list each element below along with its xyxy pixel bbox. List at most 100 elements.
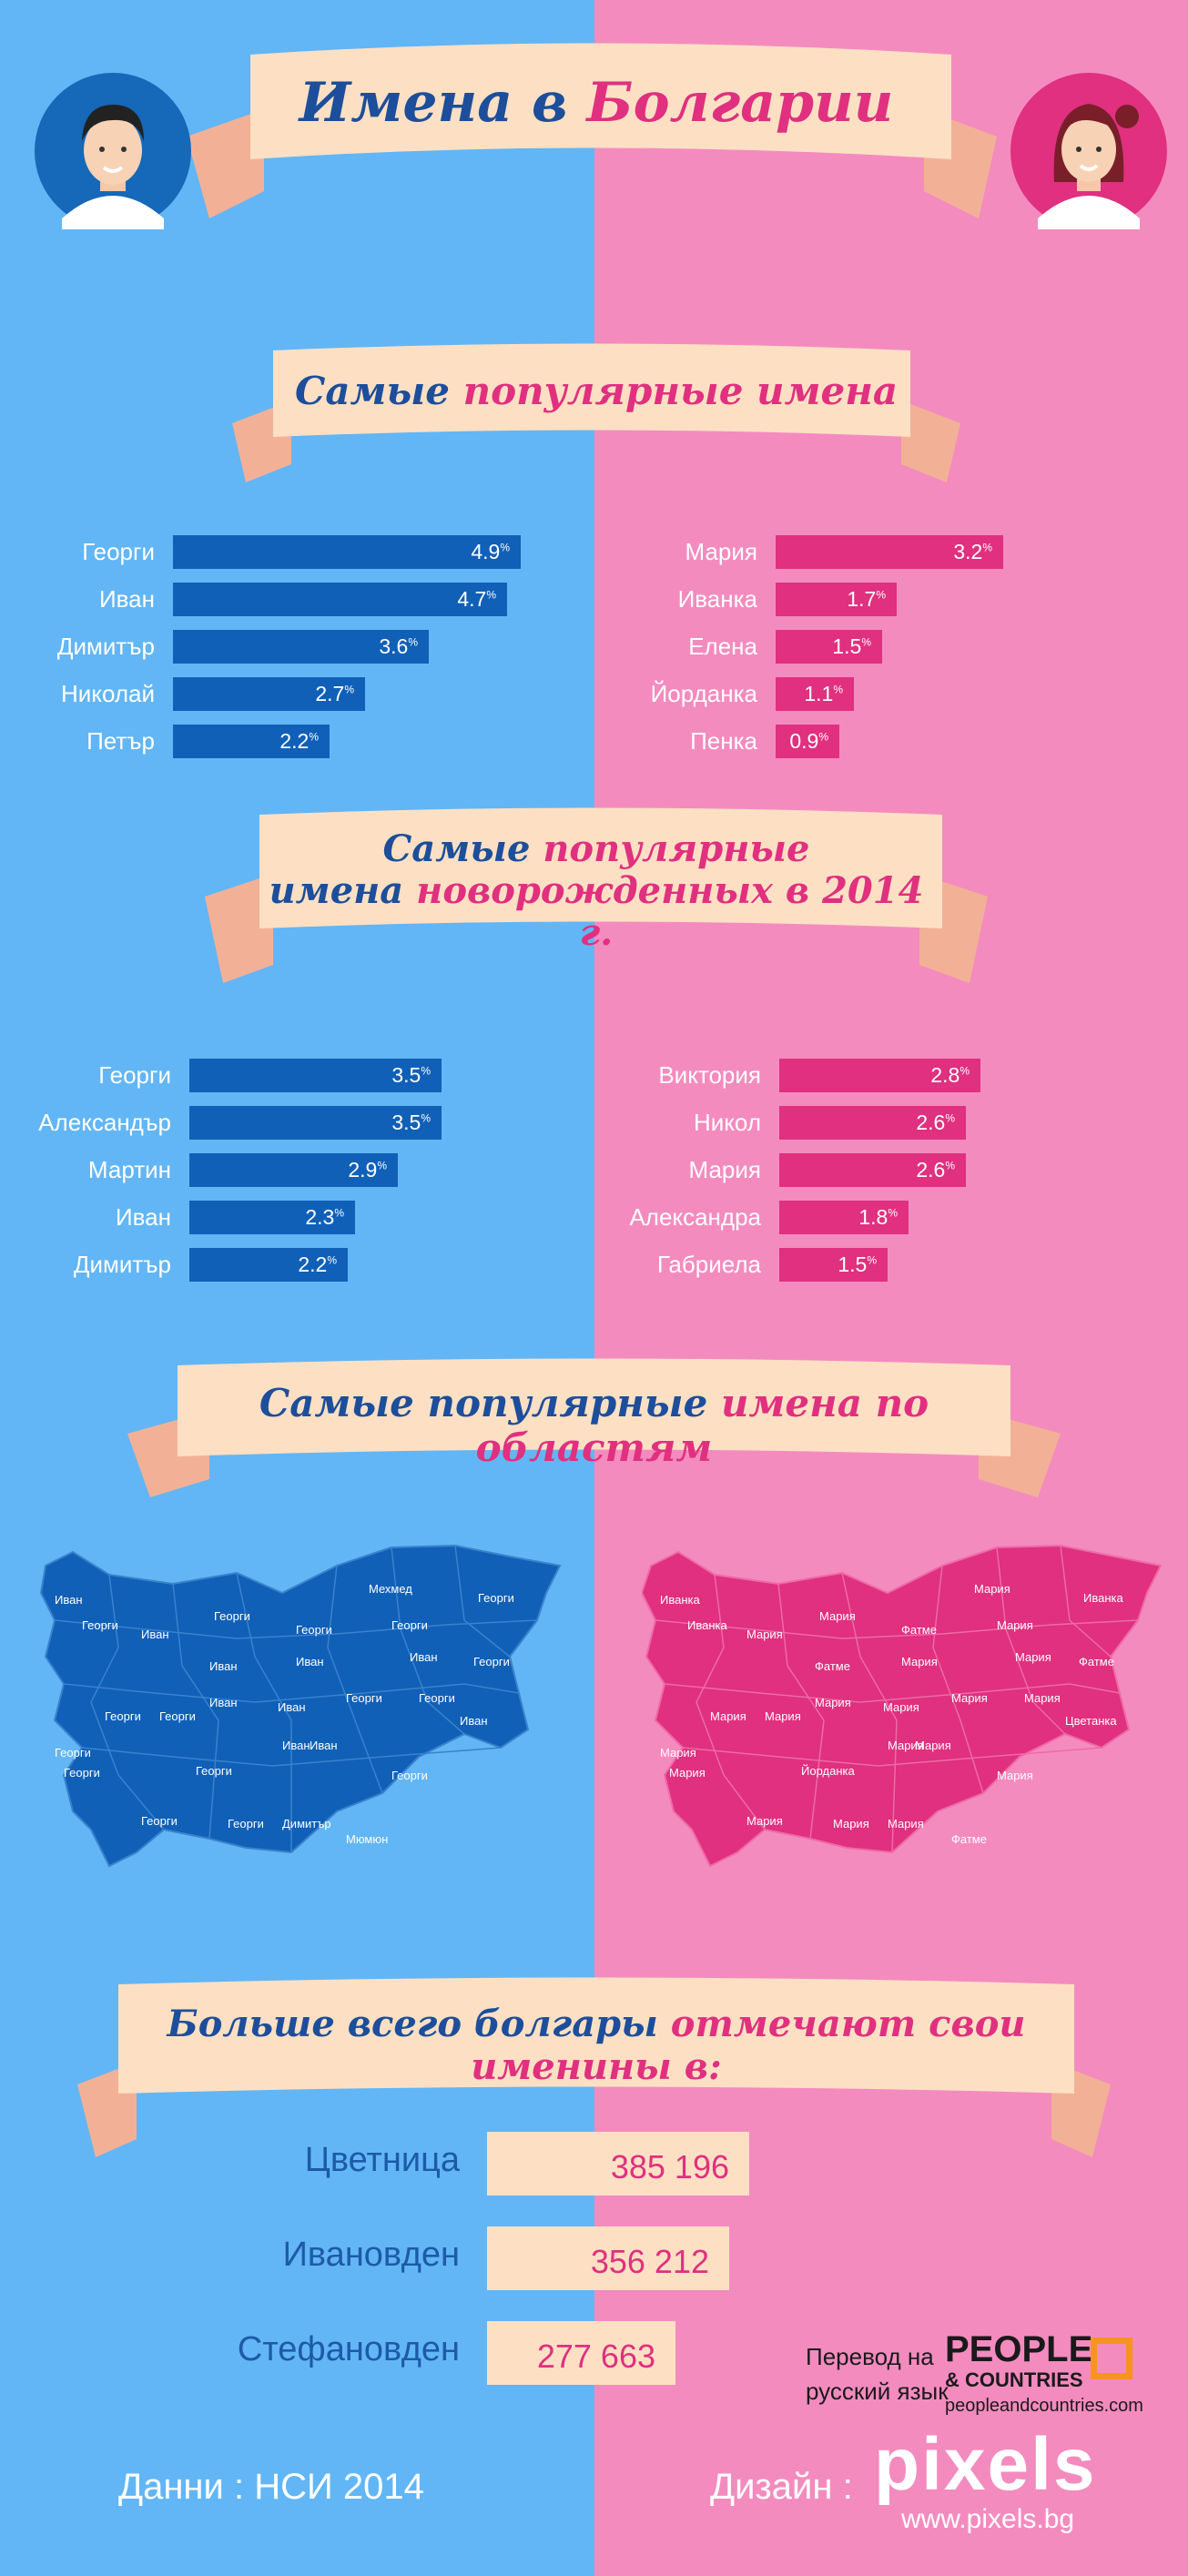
bar-value-label: 4.9% [471, 540, 510, 563]
nameday-value-label: 356 212 [590, 2243, 709, 2280]
bar: 1.8% [779, 1201, 909, 1234]
map-region-label: Йорданка [801, 1764, 855, 1778]
translation-note: Перевод на русский язык [806, 2339, 949, 2409]
bar: 3.6% [173, 630, 429, 664]
bar: 3.2% [776, 535, 1003, 569]
nameday-value-label: 277 663 [536, 2338, 655, 2375]
map-region-label: Фатме [815, 1659, 850, 1673]
map-region-label: Мария [833, 1817, 869, 1831]
bar-value-label: 2.9% [348, 1158, 387, 1182]
map-region-label: Георги [478, 1591, 514, 1605]
pixels-logo: pixels www.pixels.bg [874, 2426, 1096, 2535]
bar-label: Иванка [677, 585, 757, 613]
bar-label: Иван [98, 585, 155, 613]
bar: 3.5% [189, 1106, 442, 1140]
map-region-label: Иван [209, 1659, 238, 1673]
section3-title-part2: имена по областям [475, 1381, 929, 1470]
bar-label: Елена [688, 633, 757, 660]
bar-value-label: 0.9% [789, 729, 828, 753]
map-region-label: Мария [746, 1628, 783, 1641]
bar-value-label: 2.2% [279, 729, 319, 753]
data-source: Данни : НСИ 2014 [118, 2467, 424, 2507]
section3-title-part1: Самые популярные [259, 1381, 708, 1425]
map-region-label: Иван [410, 1650, 438, 1664]
nameday-bar: 385 196 [487, 2132, 749, 2196]
bar-value-label: 1.5% [832, 634, 871, 658]
bar: 2.6% [779, 1106, 966, 1140]
map-region-label: Георги [214, 1609, 250, 1623]
female-map-labels: ИванкаИванкаМарияМарияФатмеМарияИванкаМа… [660, 1582, 1123, 1846]
section4-ribbon [77, 1977, 1111, 2157]
map-region-label: Георги [105, 1709, 141, 1723]
bar: 0.9% [776, 725, 839, 758]
bar: 2.6% [779, 1153, 966, 1187]
pc-logo-line1: PEOPLE [945, 2329, 1093, 2369]
bar: 1.5% [779, 1248, 888, 1282]
male-avatar [35, 73, 191, 229]
bar: 4.7% [173, 583, 507, 616]
bar-value-label: 2.6% [916, 1111, 955, 1134]
section3-title: Самые популярные имена по областям [182, 1381, 1006, 1470]
bar: 2.9% [189, 1153, 398, 1187]
map-region-label: Мария [710, 1709, 746, 1723]
female-map: ИванкаИванкаМарияМарияФатмеМарияИванкаМа… [642, 1544, 1163, 1868]
map-region-label: Цветанка [1065, 1714, 1117, 1728]
bar-value-label: 3.5% [391, 1111, 431, 1134]
bar-label: Петър [86, 727, 155, 755]
map-region-label: Георги [228, 1817, 264, 1831]
map-region-label: Георги [55, 1746, 91, 1760]
map-region-label: Мария [997, 1618, 1033, 1632]
bar-label: Александър [38, 1109, 171, 1136]
page-title-part2: Болгарии [586, 71, 894, 135]
pixels-url[interactable]: www.pixels.bg [901, 2504, 1075, 2534]
nameday-label: Ивановден [282, 2236, 460, 2274]
bar-label: Иван [115, 1203, 171, 1231]
section2-line2-part2: новорожденных в 2014 г. [416, 869, 924, 954]
map-region-label: Мария [815, 1696, 851, 1709]
bar-label: Пенка [690, 727, 757, 755]
people-countries-logo: PEOPLE & COUNTRIES peopleandcountries.co… [945, 2330, 1154, 2417]
bar-value-label: 2.2% [298, 1253, 337, 1276]
section2-line2-part1: имена [269, 869, 404, 912]
map-region-label: Фатме [1079, 1655, 1114, 1668]
map-region-label: Иван [141, 1628, 169, 1641]
section4-title-part1: Больше всего болгары [167, 2003, 658, 2045]
section2-title-line2: имена новорожденных в 2014 г. [264, 870, 929, 954]
map-region-label: Георги [159, 1709, 196, 1723]
nameday-bar: 356 212 [487, 2226, 729, 2290]
pc-url[interactable]: peopleandcountries.com [945, 2396, 1143, 2416]
map-region-label: Георги [64, 1766, 100, 1780]
map-region-label: Иван [310, 1739, 338, 1752]
section3-ribbon [127, 1358, 1061, 1497]
map-region-label: Мария [669, 1766, 706, 1780]
map-region-label: Георги [196, 1764, 232, 1778]
nameday-label: Цветница [304, 2141, 460, 2179]
bar: 1.5% [776, 630, 882, 664]
map-region-label: Мария [915, 1739, 951, 1752]
bar: 1.7% [776, 583, 897, 616]
map-region-label: Иван [296, 1655, 324, 1668]
map-region-label: Георги [419, 1691, 455, 1705]
map-region-label: Георги [296, 1623, 332, 1637]
bar: 2.8% [779, 1059, 980, 1092]
bar-value-label: 2.8% [930, 1063, 970, 1087]
section2-title-line1: Самые популярные [264, 828, 929, 870]
bar-value-label: 3.5% [391, 1063, 431, 1087]
map-region-label: Мария [819, 1609, 856, 1623]
map-region-label: Иванка [1083, 1591, 1123, 1605]
map-region-label: Георги [141, 1814, 178, 1828]
map-region-label: Фатме [951, 1832, 987, 1846]
bar: 2.2% [189, 1248, 348, 1282]
section1-ribbon [232, 343, 960, 482]
bar: 2.7% [173, 677, 365, 711]
bar-value-label: 2.7% [315, 682, 354, 705]
bar-label: Георги [98, 1061, 171, 1089]
map-region-label: Георги [346, 1691, 382, 1705]
map-region-label: Мария [901, 1655, 938, 1668]
map-region-label: Мария [660, 1746, 696, 1760]
female-avatar [1010, 73, 1167, 229]
region-borders-male [54, 1545, 538, 1852]
bar: 4.9% [173, 535, 521, 569]
map-region-label: Георги [391, 1769, 428, 1782]
pixels-logo-text: pixels [874, 2423, 1097, 2506]
